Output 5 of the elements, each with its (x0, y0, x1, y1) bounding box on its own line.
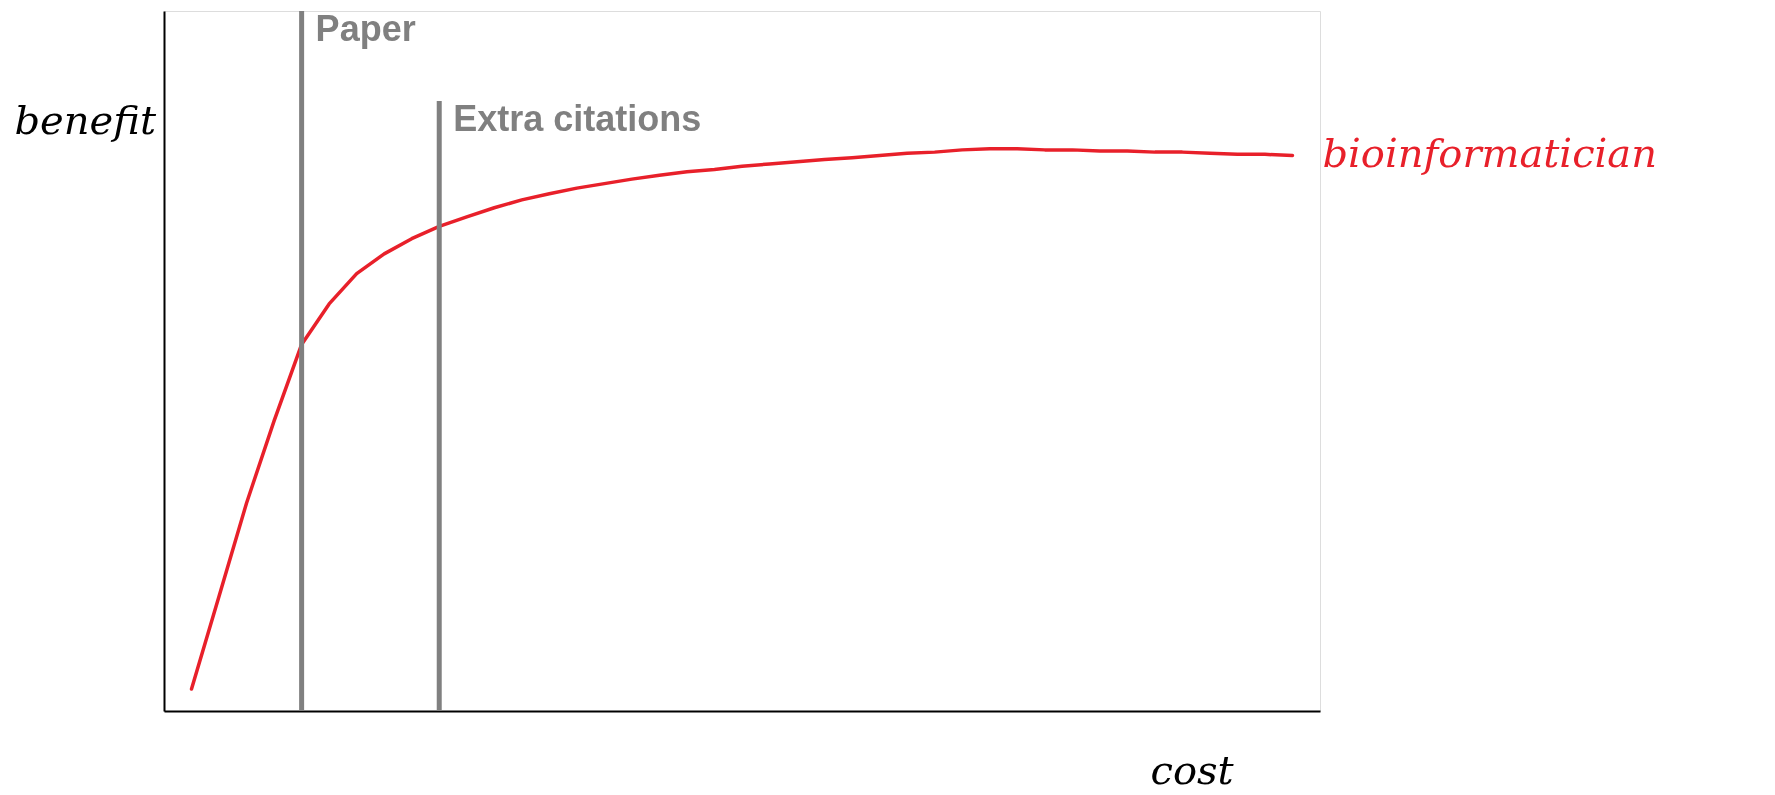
y-axis-title: benefit (14, 96, 157, 143)
text: Extra citations (453, 98, 702, 139)
x-axis-title: cost (1150, 746, 1235, 793)
text: Paper (315, 8, 416, 49)
series-label: bioinformatician (1322, 130, 1657, 177)
